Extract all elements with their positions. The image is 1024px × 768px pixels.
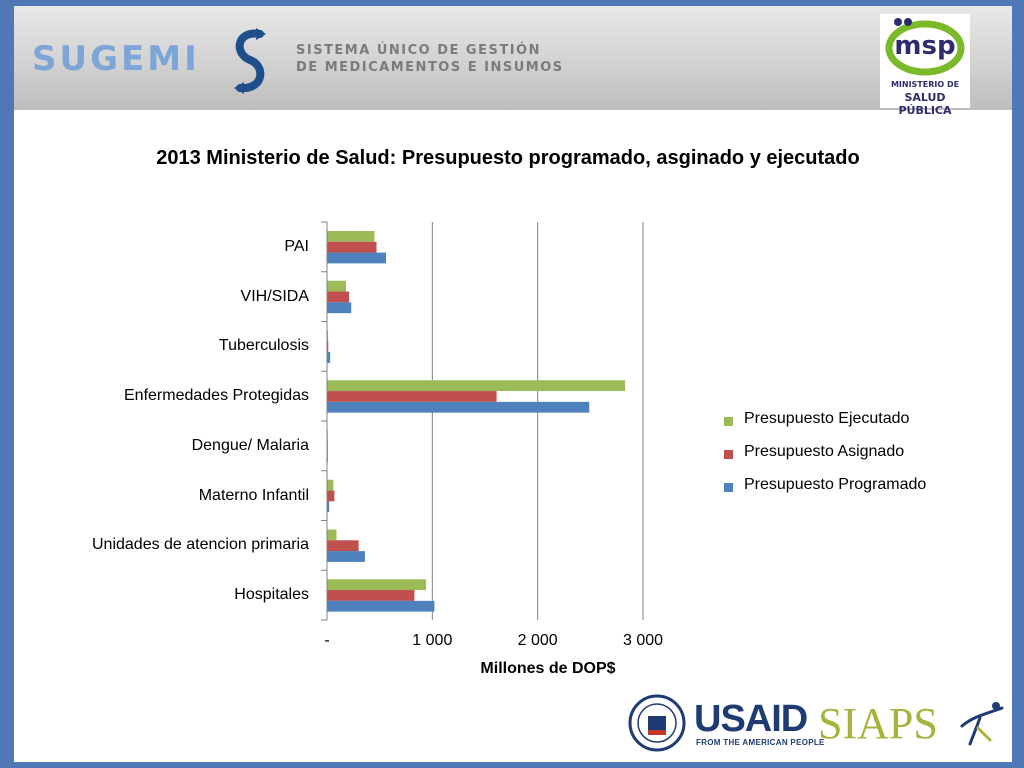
category-label: PAI: [284, 237, 309, 255]
category-label: Hospitales: [234, 586, 309, 604]
category-label: Enfermedades Protegidas: [124, 387, 309, 405]
header-band: SUGEMI SISTEMA ÚNICO DE GESTIÓN DE MEDIC…: [14, 6, 1012, 117]
legend-label: Presupuesto Programado: [744, 476, 927, 493]
x-tick-label: 3 000: [622, 632, 664, 649]
sugemi-logo-mark-icon: [234, 28, 266, 94]
x-tick-label: 2 000: [517, 632, 558, 649]
category-label: VIH/SIDA: [240, 287, 309, 305]
category-label: Tuberculosis: [218, 337, 309, 355]
legend-swatch: [724, 450, 733, 459]
sugemi-subtitle: SISTEMA ÚNICO DE GESTIÓN DE MEDICAMENTOS…: [296, 42, 564, 76]
ministry-name-line2: SALUD PÚBLICA: [898, 91, 952, 117]
slide: SUGEMI SISTEMA ÚNICO DE GESTIÓN DE MEDIC…: [14, 6, 1012, 762]
legend-label: Presupuesto Ejecutado: [744, 410, 910, 427]
ministry-logo-mark: msp: [894, 31, 955, 61]
chart-title: 2013 Ministerio de Salud: Presupuesto pr…: [156, 147, 860, 169]
sugemi-logo-text: SUGEMI: [32, 39, 200, 79]
ministry-logo: msp MINISTERIO DE SALUD PÚBLICA: [880, 14, 970, 117]
usaid-tagline: FROM THE AMERICAN PEOPLE: [696, 738, 825, 747]
legend-swatch: [724, 417, 733, 426]
siaps-logo-text: SIAPS: [818, 699, 938, 748]
category-label: Dengue/ Malaria: [191, 436, 309, 454]
usaid-seal-icon: [628, 694, 686, 752]
usaid-logo-text: USAID: [694, 698, 808, 740]
x-tick-label: -: [324, 632, 330, 649]
legend-swatch: [724, 483, 733, 492]
ministry-name-line1: MINISTERIO DE: [890, 80, 960, 89]
footer-logos: USAID FROM THE AMERICAN PEOPLE SIAPS: [620, 692, 1012, 758]
ministry-logo-mark-icon: msp: [885, 18, 965, 76]
legend-label: Presupuesto Asignado: [744, 443, 905, 460]
siaps-figure-icon: [960, 702, 1004, 746]
x-tick-label: 1 000: [412, 632, 453, 649]
sugemi-subtitle-line2: DE MEDICAMENTOS E INSUMOS: [296, 60, 564, 75]
sugemi-subtitle-line1: SISTEMA ÚNICO DE GESTIÓN: [296, 43, 541, 58]
x-axis-title: Millones de DOP$: [480, 660, 616, 677]
category-label: Materno Infantil: [198, 486, 309, 504]
category-label: Unidades de atencion primaria: [91, 536, 309, 554]
